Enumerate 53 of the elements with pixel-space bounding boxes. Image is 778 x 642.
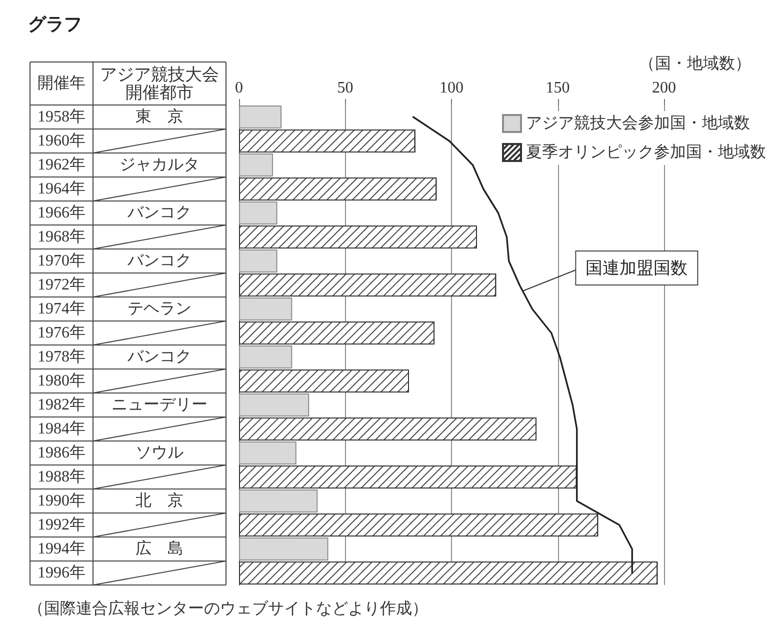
y2-tick-label: 1962年 (38, 156, 86, 174)
y2-tick-label: 1966年 (38, 204, 86, 222)
bar (239, 297, 292, 321)
legend-label: アジア競技大会参加国・地域数 (526, 114, 750, 132)
bar (239, 153, 273, 177)
y-tick-label: 東 京 (136, 108, 184, 126)
y2-tick-label: 1992年 (38, 516, 86, 534)
y2-tick-label: 1986年 (38, 444, 86, 462)
y-tick-label: ニューデリー (112, 396, 208, 414)
x-tick-label: 0 (235, 80, 243, 96)
bar (239, 393, 310, 417)
text: 国連加盟国数 (586, 258, 688, 278)
y2-tick-label: 1972年 (38, 276, 86, 294)
y2-tick-label: 1958年 (38, 108, 86, 126)
y2-tick-label: 1984年 (38, 420, 86, 438)
bar (239, 201, 278, 225)
x-tick-label: 100 (440, 80, 464, 96)
x-tick-label: 200 (652, 80, 676, 96)
bar (239, 489, 318, 513)
y-tick-label: ソウル (136, 444, 184, 462)
x-axis-title: （国・地域数） (639, 54, 751, 72)
y2-tick-label: 1990年 (38, 492, 86, 510)
y2-tick-label: 1988年 (38, 468, 86, 486)
y-tick-label: バンコク (126, 348, 192, 366)
legend-label: 夏季オリンピック参加国・地域数 (526, 143, 766, 161)
y2-tick-label: 1960年 (38, 132, 86, 150)
y2-tick-label: 1980年 (38, 372, 86, 390)
bar (239, 537, 328, 561)
y2-axis-title: 開催年 (38, 75, 86, 92)
bar (239, 105, 282, 129)
y-tick-label: 広 島 (136, 540, 184, 558)
y-tick-label: テヘラン (128, 300, 192, 318)
y2-tick-label: 1974年 (38, 300, 86, 318)
y-tick-label: バンコク (126, 252, 192, 270)
y2-tick-label: 1968年 (38, 228, 86, 246)
x-tick-label: 50 (337, 80, 354, 96)
bar (239, 249, 278, 273)
y2-tick-label: 1970年 (38, 252, 86, 270)
y2-tick-label: 1976年 (38, 324, 86, 342)
text: （国際連合広報センターのウェブサイトなどより作成） (28, 600, 428, 618)
y2-tick-label: 1994年 (38, 540, 86, 558)
y2-tick-label: 1978年 (38, 348, 86, 366)
x-tick-label: 150 (546, 80, 570, 96)
y-tick-label: ジャカルタ (120, 156, 200, 174)
y-tick-label: バンコク (126, 204, 192, 222)
y2-tick-label: 1982年 (38, 396, 86, 414)
bar (239, 345, 292, 369)
bar (239, 441, 296, 465)
y2-tick-label: 1996年 (38, 564, 86, 582)
y2-tick-label: 1964年 (38, 180, 86, 198)
y-tick-label: 北 京 (136, 492, 184, 510)
text: グラフ (28, 14, 82, 34)
y-axis-title: アジア競技大会開催都市 (100, 65, 219, 102)
